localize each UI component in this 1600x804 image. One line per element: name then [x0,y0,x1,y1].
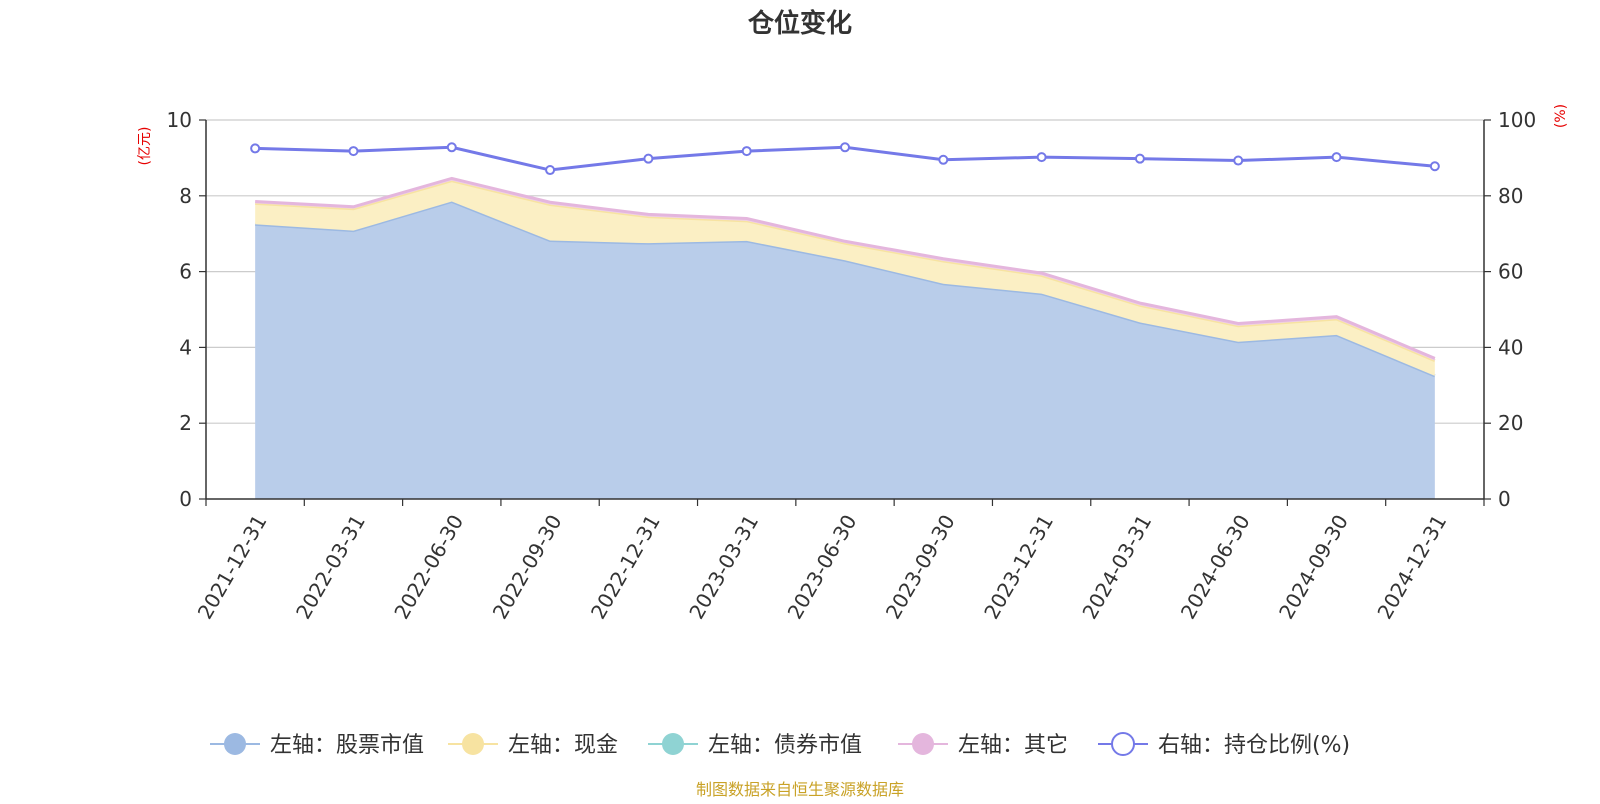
legend-label-4: 左轴：其它 [958,733,1068,758]
holding-ratio-point [1134,153,1145,164]
area-1 [255,201,1435,500]
holding-ratio-point [840,142,850,153]
right-tick-label: 20 [1498,411,1523,435]
holding-ratio-point [1331,152,1342,163]
holding-ratio-point [446,142,457,153]
x-tick-label: 2022-12-31 [586,511,665,624]
legend-marker-4 [912,733,934,755]
legend-marker-3 [662,733,684,755]
right-tick-label: 0 [1498,487,1511,511]
left-tick-label: 10 [167,108,192,132]
legend-marker-2 [462,733,484,755]
area-2 [255,180,1435,376]
x-tick-label: 2023-03-31 [684,511,763,624]
x-tick-label: 2023-06-30 [783,511,862,624]
x-tick-label: 2022-09-30 [488,511,567,624]
left-axis-unit: (亿元) [137,127,153,166]
x-tick-label: 2022-03-31 [291,511,370,624]
holding-ratio-point [741,146,752,157]
right-tick-label: 60 [1498,260,1523,284]
holding-ratio-point [250,143,261,154]
legend-label-1: 左轴：股票市值 [270,733,424,758]
legend-label-5: 右轴：持仓比例(%) [1158,733,1350,758]
left-tick-label: 0 [179,487,192,511]
holding-ratio-point [1233,155,1244,166]
holding-ratio-point [643,153,654,164]
chart-title: 仓位变化 [747,8,852,39]
data-source-footer: 制图数据来自恒生聚源数据库 [695,780,904,799]
x-tick-label: 2022-06-30 [389,511,468,624]
left-tick-label: 2 [179,411,192,435]
area-line-4 [255,176,1436,360]
left-tick-label: 8 [179,184,192,208]
legend-marker-5 [1111,732,1135,756]
left-tick-label: 4 [179,335,192,359]
x-tick-label: 2024-12-31 [1372,511,1451,624]
right-axis-unit: (%) [1553,104,1569,128]
holding-ratio-point [348,146,359,157]
x-tick-label: 2021-12-31 [193,511,272,624]
right-tick-label: 80 [1498,184,1523,208]
legend-label-2: 左轴：现金 [508,733,618,758]
holding-ratio-point [1429,161,1440,172]
holding-ratio-point [545,165,556,176]
left-tick-label: 6 [179,260,192,284]
holding-ratio-point [938,154,949,165]
x-tick-label: 2024-09-30 [1274,511,1353,624]
x-tick-label: 2024-06-30 [1176,511,1255,624]
legend-marker-1 [224,733,246,755]
right-tick-label: 100 [1498,108,1536,132]
x-tick-label: 2023-12-31 [979,511,1058,624]
right-tick-label: 40 [1498,335,1523,359]
holding-ratio-point [1036,152,1047,163]
x-tick-label: 2023-09-30 [881,510,960,623]
x-tick-label: 2024-03-31 [1077,511,1156,624]
legend-label-3: 左轴：债券市值 [708,733,862,758]
